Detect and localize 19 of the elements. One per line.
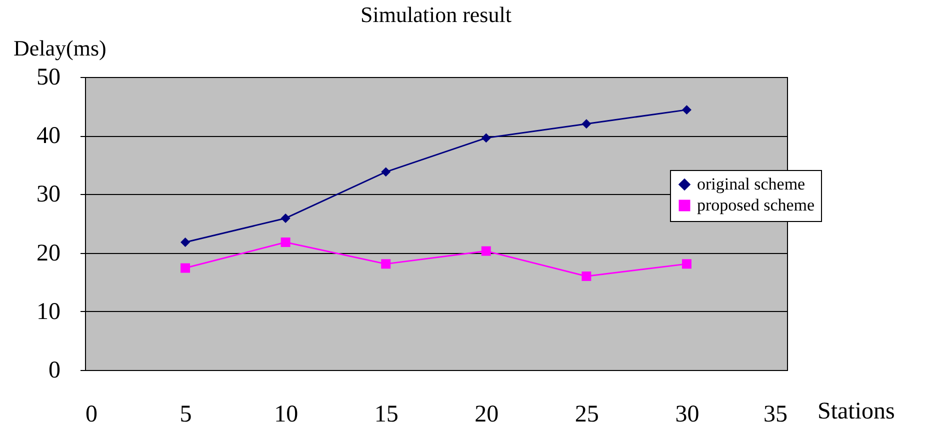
y-tick-label: 40 — [36, 123, 60, 150]
y-tick-label: 10 — [36, 298, 60, 325]
chart-title: Simulation result — [360, 2, 512, 27]
x-tick-label: 30 — [675, 402, 700, 428]
x-tick-label: 20 — [474, 402, 499, 428]
x-tick-label: 35 — [764, 402, 788, 428]
x-tick-label: 10 — [274, 402, 298, 428]
y-tick-label: 50 — [36, 64, 60, 90]
x-tick-label: 15 — [374, 402, 398, 428]
x-axis-title: Stations — [818, 398, 895, 424]
legend-label: proposed scheme — [697, 196, 815, 214]
legend-label: original scheme — [697, 174, 806, 194]
x-tick-label: 0 — [86, 402, 98, 428]
x-tick-label: 5 — [180, 402, 192, 428]
y-tick-label: 30 — [36, 182, 60, 208]
x-tick-label: 25 — [574, 402, 599, 428]
y-tick-label: 20 — [36, 240, 60, 266]
y-axis-title: Delay(ms) — [14, 36, 106, 60]
y-tick-label: 0 — [48, 358, 60, 384]
